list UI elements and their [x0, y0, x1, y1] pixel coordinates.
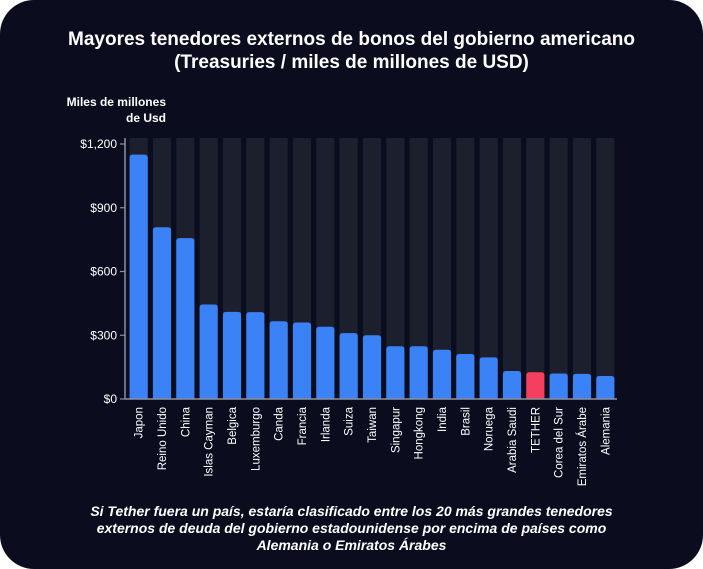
- y-tick-label: $1,200: [80, 137, 117, 151]
- y-tick-label: $0: [104, 392, 118, 406]
- chart-title-line1: Mayores tenedores externos de bonos del …: [68, 29, 635, 50]
- bar: [432, 349, 452, 399]
- bar: [596, 376, 615, 399]
- y-axis-label-line2: de Usd: [125, 111, 166, 125]
- x-tick-label: Irlanda: [320, 406, 332, 442]
- x-tick-label: Singapur: [390, 407, 402, 453]
- bar: [572, 373, 592, 399]
- bar: [292, 322, 312, 399]
- chart-title: Mayores tenedores externos de bonos del …: [0, 28, 703, 74]
- bar-highlight: [526, 372, 545, 399]
- bar: [176, 238, 195, 399]
- y-tick-label: $600: [90, 265, 117, 279]
- bar: [479, 357, 498, 399]
- y-axis-label: Miles de millones de Usd: [48, 94, 166, 126]
- x-tick-label: Brasil: [460, 407, 472, 436]
- x-tick-label: Reino Unido: [157, 407, 169, 470]
- bar: [549, 373, 568, 399]
- x-tick-label: Corea del Sur: [554, 407, 566, 478]
- bar-track: [596, 138, 615, 399]
- y-axis-label-line1: Miles de millones: [66, 95, 166, 109]
- bar: [199, 304, 218, 399]
- bar: [269, 321, 288, 399]
- bar: [152, 227, 172, 399]
- bar-track: [479, 138, 498, 399]
- x-tick-label: Emiratos Árabe: [576, 407, 589, 486]
- bar-track: [549, 138, 568, 399]
- bar-track: [502, 138, 522, 399]
- bar: [362, 335, 382, 399]
- bar-track: [456, 138, 475, 399]
- bar-track: [409, 138, 428, 399]
- x-tick-label: Alemania: [600, 406, 612, 455]
- bar-track: [362, 138, 382, 399]
- x-tick-label: Japon: [134, 407, 146, 438]
- bar-track: [432, 138, 452, 399]
- bar: [316, 326, 335, 399]
- bar: [222, 311, 242, 399]
- y-tick-label: $900: [90, 201, 117, 215]
- caption-line2: externos de deuda del gobierno estadouni…: [96, 520, 607, 536]
- chart-title-line2: (Treasuries / miles de millones de USD): [174, 52, 529, 73]
- x-tick-label: Taiwan: [367, 407, 379, 443]
- bar: [339, 333, 358, 399]
- x-tick-label: China: [180, 406, 192, 437]
- x-tick-label: Arabia Saudi: [507, 407, 519, 473]
- bar-track: [526, 138, 545, 399]
- x-tick-label: Suiza: [344, 406, 356, 435]
- bar: [386, 346, 405, 399]
- bar: [502, 370, 522, 399]
- bar: [456, 353, 475, 399]
- x-tick-label: Islas Cayman: [204, 407, 216, 477]
- bar: [129, 154, 148, 399]
- x-tick-label: Luxemburgo: [250, 407, 262, 471]
- x-tick-label: TETHER: [530, 407, 542, 453]
- x-tick-label: India: [437, 406, 449, 432]
- chart-caption: Si Tether fuera un país, estaría clasifi…: [30, 503, 673, 554]
- x-tick-label: Canda: [274, 406, 286, 440]
- caption-line3: Alemania o Emiratos Árabes: [256, 537, 447, 553]
- bar: [246, 312, 265, 399]
- x-tick-label: Hongkong: [414, 407, 426, 459]
- caption-line1: Si Tether fuera un país, estaría clasifi…: [90, 503, 613, 519]
- x-tick-label: Francia: [297, 406, 309, 445]
- x-tick-label: Belgica: [227, 406, 239, 444]
- x-tick-label: Noruega: [484, 406, 496, 451]
- bar: [409, 346, 428, 399]
- bar-track: [386, 138, 405, 399]
- y-tick-label: $300: [90, 328, 117, 342]
- bar-track: [572, 138, 592, 399]
